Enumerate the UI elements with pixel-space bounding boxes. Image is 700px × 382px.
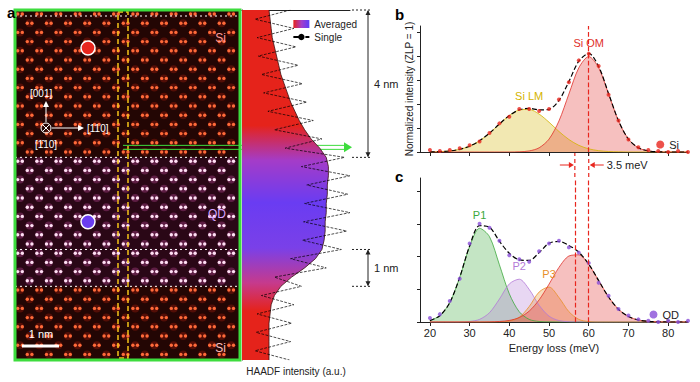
svg-text:1 nm: 1 nm [29, 328, 53, 340]
svg-text:a: a [7, 4, 16, 21]
svg-text:b: b [395, 6, 404, 23]
svg-text:[110]: [110] [87, 123, 109, 134]
svg-text:60: 60 [583, 327, 595, 339]
svg-text:P1: P1 [473, 209, 486, 221]
svg-text:Si: Si [669, 139, 679, 151]
svg-text:QD: QD [663, 309, 680, 321]
svg-text:Energy loss (meV): Energy loss (meV) [509, 342, 599, 354]
svg-text:Single: Single [314, 32, 342, 43]
svg-text:P2: P2 [513, 260, 526, 272]
svg-text:Normalized intensity (ZLP = 1): Normalized intensity (ZLP = 1) [404, 22, 415, 157]
svg-text:20: 20 [424, 327, 436, 339]
svg-text:QD: QD [208, 207, 226, 221]
svg-text:Si LM: Si LM [515, 90, 543, 102]
svg-text:Si: Si [215, 341, 226, 355]
svg-text:30: 30 [464, 327, 476, 339]
svg-text:40: 40 [503, 327, 515, 339]
svg-text:c: c [395, 168, 403, 185]
svg-text:Averaged: Averaged [314, 19, 357, 30]
svg-text:1 nm: 1 nm [374, 262, 398, 274]
svg-text:3.5 meV: 3.5 meV [607, 159, 649, 171]
svg-text:P3: P3 [542, 268, 555, 280]
svg-text:[1̄10]: [1̄10] [35, 139, 57, 150]
svg-text:70: 70 [622, 327, 634, 339]
svg-text:Si: Si [215, 31, 226, 45]
svg-text:4 nm: 4 nm [374, 78, 398, 90]
svg-text:Si OM: Si OM [573, 37, 604, 49]
svg-text:50: 50 [543, 327, 555, 339]
svg-text:80: 80 [662, 327, 674, 339]
svg-text:HAADF intensity (a.u.): HAADF intensity (a.u.) [246, 366, 345, 377]
svg-text:[001]: [001] [30, 88, 52, 99]
